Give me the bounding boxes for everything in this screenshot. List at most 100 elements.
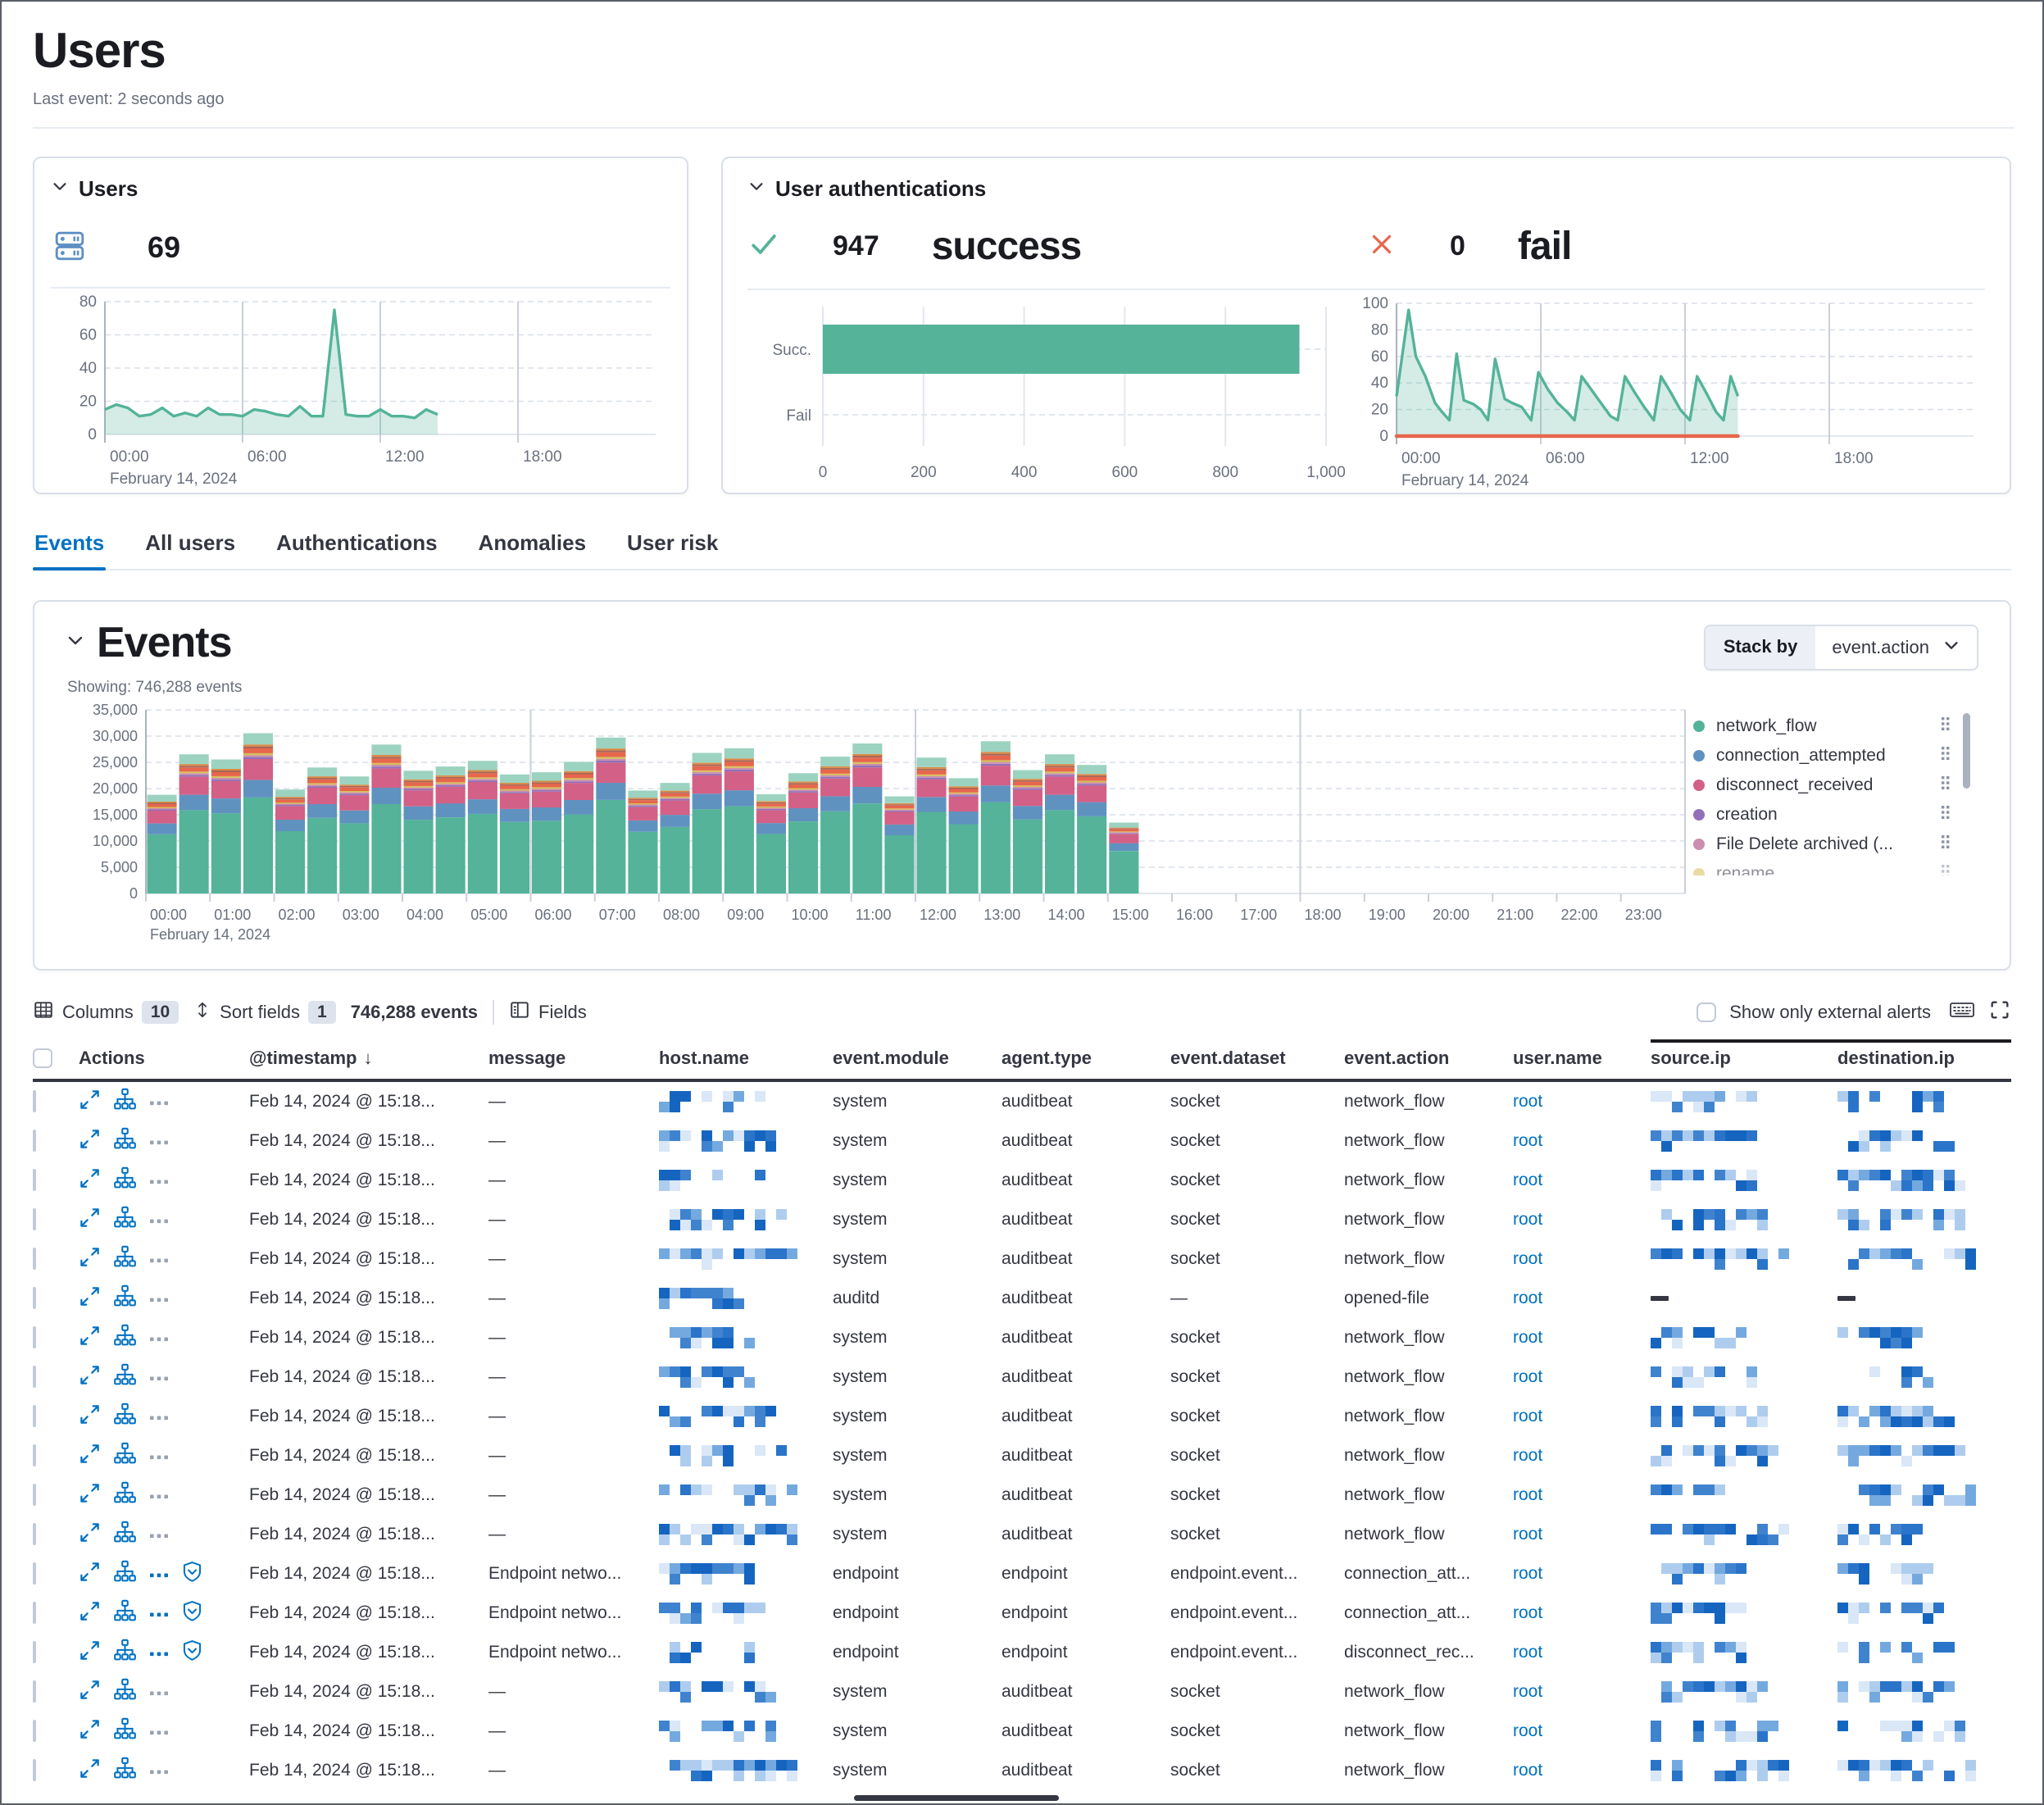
cell-source-ip[interactable] (1651, 1208, 1837, 1231)
expand-event-icon[interactable] (79, 1482, 101, 1509)
column-header-destinationip[interactable]: destination.ip (1837, 1039, 2011, 1069)
cell-host-name[interactable] (659, 1366, 833, 1389)
expand-event-icon[interactable] (79, 1128, 101, 1155)
cell-host-name[interactable] (659, 1326, 833, 1349)
expand-event-icon[interactable] (79, 1639, 101, 1666)
cell-destination-ip[interactable] (1837, 1405, 2011, 1428)
legend-options-icon[interactable] (1941, 775, 1951, 795)
cell-host-name[interactable] (659, 1641, 833, 1664)
tab-anomalies[interactable]: Anomalies (478, 530, 587, 555)
cell-destination-ip[interactable] (1837, 1444, 2011, 1467)
row-checkbox[interactable] (33, 1523, 36, 1545)
cell-source-ip[interactable] (1651, 1484, 1837, 1507)
cell-source-ip[interactable] (1651, 1248, 1837, 1271)
cell-host-name[interactable] (659, 1208, 833, 1231)
cell-host-name[interactable] (659, 1680, 833, 1703)
expand-event-icon[interactable] (79, 1403, 101, 1430)
analyze-event-icon[interactable] (113, 1088, 137, 1116)
more-actions-icon[interactable] (149, 1249, 169, 1269)
analyze-event-icon[interactable] (113, 1678, 137, 1707)
expand-event-icon[interactable] (79, 1364, 101, 1391)
cell-destination-ip[interactable] (1837, 1641, 2011, 1664)
more-actions-icon[interactable] (149, 1171, 169, 1190)
legend-item-connection_attempted[interactable]: connection_attempted (1693, 741, 1972, 771)
column-header-hostname[interactable]: host.name (659, 1048, 750, 1068)
cell-user-name[interactable]: root (1513, 1171, 1543, 1189)
analyze-event-icon[interactable] (113, 1206, 137, 1234)
fullscreen-icon[interactable] (1988, 998, 2011, 1026)
cell-destination-ip[interactable] (1837, 1366, 2011, 1389)
more-actions-icon[interactable] (149, 1407, 169, 1426)
tab-user-risk[interactable]: User risk (627, 530, 719, 555)
more-actions-icon[interactable] (149, 1092, 169, 1112)
analyze-event-icon[interactable] (113, 1127, 137, 1156)
analyze-event-icon[interactable] (113, 1599, 137, 1628)
sort-fields-button[interactable]: Sort fields 1 (193, 1000, 336, 1025)
row-checkbox[interactable] (33, 1680, 36, 1703)
cell-host-name[interactable] (659, 1444, 833, 1467)
cell-destination-ip[interactable] (1837, 1602, 2011, 1625)
row-checkbox[interactable] (33, 1720, 36, 1742)
expand-event-icon[interactable] (79, 1757, 101, 1785)
cell-user-name[interactable]: root (1513, 1328, 1543, 1347)
cell-user-name[interactable]: root (1513, 1721, 1543, 1740)
row-checkbox[interactable] (33, 1759, 36, 1781)
keyboard-icon[interactable] (1949, 999, 1975, 1025)
endpoint-shield-icon[interactable] (181, 1561, 203, 1588)
cell-user-name[interactable]: root (1513, 1525, 1543, 1544)
cell-user-name[interactable]: root (1513, 1131, 1543, 1150)
cell-source-ip[interactable] (1651, 1523, 1837, 1546)
cell-user-name[interactable]: root (1513, 1682, 1543, 1701)
cell-user-name[interactable]: root (1513, 1564, 1543, 1583)
row-checkbox[interactable] (33, 1326, 36, 1348)
cell-source-ip[interactable] (1651, 1405, 1837, 1428)
row-checkbox[interactable] (33, 1169, 36, 1191)
analyze-event-icon[interactable] (113, 1717, 137, 1746)
cell-user-name[interactable]: root (1513, 1603, 1543, 1622)
expand-event-icon[interactable] (79, 1600, 101, 1627)
column-header-eventaction[interactable]: event.action (1344, 1048, 1450, 1068)
row-checkbox[interactable] (33, 1208, 36, 1230)
cell-source-ip[interactable] (1651, 1602, 1837, 1625)
column-header-username[interactable]: user.name (1513, 1048, 1602, 1068)
cell-user-name[interactable]: root (1513, 1249, 1543, 1268)
row-checkbox[interactable] (33, 1444, 36, 1466)
cell-host-name[interactable] (659, 1602, 833, 1625)
external-alerts-checkbox[interactable] (1697, 1003, 1717, 1022)
more-actions-icon[interactable] (149, 1761, 169, 1780)
legend-options-icon[interactable] (1941, 864, 1951, 875)
column-header-agenttype[interactable]: agent.type (1002, 1048, 1092, 1068)
cell-user-name[interactable]: root (1513, 1367, 1543, 1386)
expand-event-icon[interactable] (79, 1246, 101, 1273)
cell-source-ip[interactable] (1651, 1130, 1837, 1153)
analyze-event-icon[interactable] (113, 1481, 137, 1510)
row-checkbox[interactable] (33, 1405, 36, 1427)
expand-event-icon[interactable] (79, 1167, 101, 1194)
column-header-timestamp[interactable]: @timestamp ↓ (249, 1048, 373, 1068)
column-header-eventdataset[interactable]: event.dataset (1170, 1048, 1286, 1068)
cell-destination-ip[interactable] (1837, 1523, 2011, 1546)
cell-user-name[interactable]: root (1513, 1210, 1543, 1229)
more-actions-icon[interactable] (149, 1485, 169, 1505)
more-actions-icon[interactable] (149, 1210, 169, 1230)
row-checkbox[interactable] (33, 1602, 36, 1624)
chevron-down-icon[interactable] (747, 178, 765, 200)
cell-user-name[interactable]: root (1513, 1761, 1543, 1780)
cell-source-ip[interactable] (1651, 1641, 1837, 1664)
row-checkbox[interactable] (33, 1562, 36, 1584)
endpoint-shield-icon[interactable] (181, 1600, 203, 1627)
analyze-event-icon[interactable] (113, 1403, 137, 1431)
cell-destination-ip[interactable] (1837, 1130, 2011, 1153)
column-header-eventmodule[interactable]: event.module (833, 1048, 949, 1068)
cell-host-name[interactable] (659, 1405, 833, 1428)
expand-event-icon[interactable] (79, 1718, 101, 1745)
cell-source-ip[interactable] (1651, 1296, 1837, 1301)
more-actions-icon[interactable] (149, 1564, 169, 1584)
cell-destination-ip[interactable] (1837, 1484, 2011, 1507)
horizontal-scrollbar[interactable] (854, 1795, 1059, 1801)
cell-user-name[interactable]: root (1513, 1485, 1543, 1504)
legend-options-icon[interactable] (1941, 746, 1951, 766)
cell-user-name[interactable]: root (1513, 1643, 1543, 1662)
expand-event-icon[interactable] (79, 1325, 101, 1352)
legend-options-icon[interactable] (1941, 834, 1951, 854)
